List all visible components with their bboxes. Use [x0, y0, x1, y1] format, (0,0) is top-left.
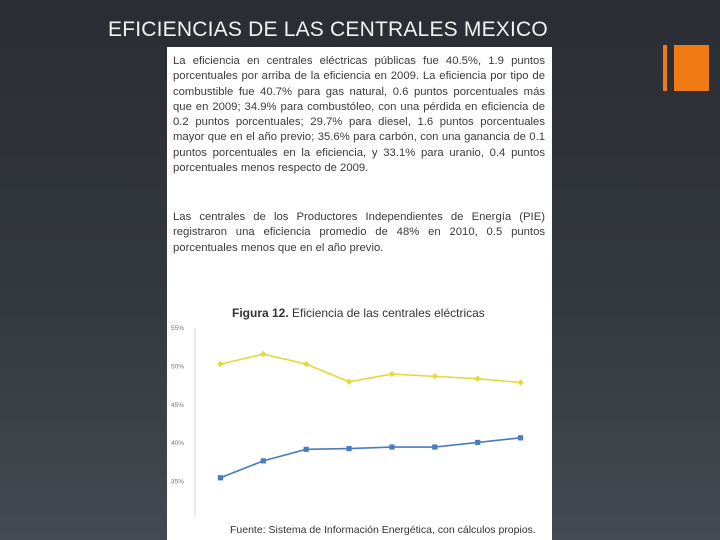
figure-label: Figura 12.: [232, 306, 289, 320]
data-point: [302, 360, 310, 368]
paragraph-efficiency-public: La eficiencia en centrales eléctricas pú…: [173, 55, 545, 175]
data-point: [260, 458, 266, 464]
data-point: [346, 445, 352, 452]
data-point: [432, 444, 438, 450]
data-point: [260, 350, 267, 358]
figure-source: Fuente: Sistema de Información Energétic…: [230, 524, 536, 536]
data-point: [217, 475, 224, 481]
y-tick-label: 55%: [171, 325, 184, 332]
data-point: [389, 444, 395, 450]
data-point: [517, 379, 524, 386]
y-tick-label: 50%: [171, 363, 184, 370]
figure-title-text: Eficiencia de las centrales eléctricas: [292, 306, 485, 320]
figure-title: Figura 12. Eficiencia de las centrales e…: [232, 306, 485, 320]
data-point: [345, 378, 353, 385]
data-point: [388, 370, 396, 378]
paragraph-efficiency-pie: Las centrales de los Productores Indepen…: [173, 211, 545, 254]
y-tick-label: 40%: [171, 440, 184, 447]
data-point: [217, 360, 224, 368]
accent-bar-thick: [674, 45, 709, 91]
y-tick-label: 35%: [171, 479, 184, 486]
accent-bar-thin: [663, 45, 667, 91]
data-point: [517, 435, 524, 441]
slide-title: EFICIENCIAS DE LAS CENTRALES MEXICO: [108, 18, 548, 41]
series-line-1: [220, 353, 521, 384]
document-image: La eficiencia en centrales eléctricas pú…: [167, 47, 552, 540]
data-point: [474, 375, 481, 382]
data-point: [475, 439, 481, 446]
efficiency-line-chart: 30%35%40%45%50%55%2003200420052006200720…: [171, 325, 524, 517]
data-point: [431, 373, 439, 380]
data-point: [303, 446, 309, 452]
y-tick-label: 45%: [171, 402, 184, 409]
series-line-2: [220, 437, 521, 479]
